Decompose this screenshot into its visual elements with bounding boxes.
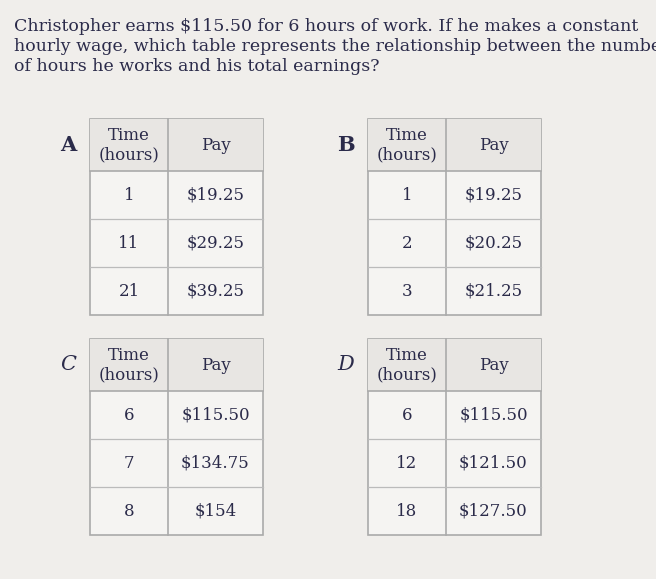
Text: 1: 1: [401, 186, 413, 203]
Text: Time
(hours): Time (hours): [377, 347, 438, 383]
Text: of hours he works and his total earnings?: of hours he works and his total earnings…: [14, 58, 380, 75]
Text: $115.50: $115.50: [459, 406, 528, 423]
Text: $21.25: $21.25: [464, 283, 523, 299]
Text: Pay: Pay: [201, 137, 230, 153]
Text: 2: 2: [401, 234, 413, 251]
Bar: [90, 119, 263, 315]
Text: $127.50: $127.50: [459, 503, 528, 519]
Text: 11: 11: [118, 234, 140, 251]
Bar: [368, 119, 541, 171]
Bar: [90, 119, 263, 171]
Text: 8: 8: [124, 503, 134, 519]
Text: A: A: [60, 135, 76, 155]
Bar: [368, 339, 541, 535]
Text: hourly wage, which table represents the relationship between the numbe: hourly wage, which table represents the …: [14, 38, 656, 55]
Text: $39.25: $39.25: [186, 283, 245, 299]
Text: Pay: Pay: [201, 357, 230, 373]
Text: 3: 3: [401, 283, 413, 299]
Text: Christopher earns $115.50 for 6 hours of work. If he makes a constant: Christopher earns $115.50 for 6 hours of…: [14, 18, 638, 35]
Text: 18: 18: [396, 503, 418, 519]
Text: $134.75: $134.75: [181, 455, 250, 471]
Text: $29.25: $29.25: [186, 234, 245, 251]
Text: $115.50: $115.50: [181, 406, 250, 423]
Text: $19.25: $19.25: [186, 186, 245, 203]
Bar: [90, 339, 263, 535]
Bar: [90, 339, 263, 391]
Text: 7: 7: [124, 455, 134, 471]
Text: D: D: [338, 356, 354, 375]
Text: 12: 12: [396, 455, 418, 471]
Bar: [368, 119, 541, 315]
Text: 6: 6: [124, 406, 134, 423]
Text: Pay: Pay: [479, 357, 508, 373]
Text: 21: 21: [118, 283, 140, 299]
Text: Pay: Pay: [479, 137, 508, 153]
Text: 6: 6: [401, 406, 412, 423]
Text: Time
(hours): Time (hours): [377, 127, 438, 163]
Text: B: B: [337, 135, 355, 155]
Text: C: C: [60, 356, 76, 375]
Text: $20.25: $20.25: [464, 234, 523, 251]
Text: $154: $154: [194, 503, 237, 519]
Text: $121.50: $121.50: [459, 455, 528, 471]
Bar: [368, 339, 541, 391]
Text: Time
(hours): Time (hours): [98, 127, 159, 163]
Text: $19.25: $19.25: [464, 186, 522, 203]
Text: 1: 1: [124, 186, 134, 203]
Text: Time
(hours): Time (hours): [98, 347, 159, 383]
